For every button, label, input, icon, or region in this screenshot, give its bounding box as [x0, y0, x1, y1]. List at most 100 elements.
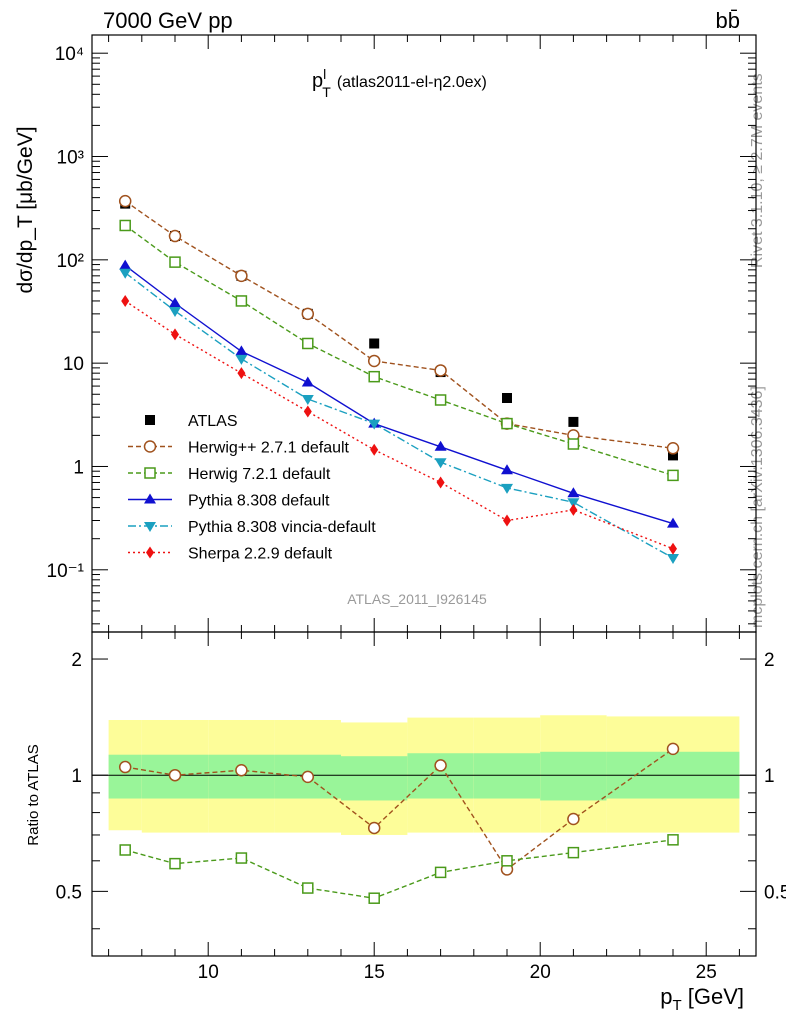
- ratio-point: [169, 857, 181, 870]
- data-point: [235, 354, 248, 365]
- data-point: [369, 338, 380, 349]
- ratio-y-tick-label: 0.5: [56, 882, 82, 903]
- data-point: [567, 438, 580, 450]
- data-point: [501, 417, 513, 430]
- main-y-axis-label: dσ/dp_T [μb/GeV]: [14, 126, 37, 293]
- title-subscript: T: [322, 84, 331, 100]
- ratio-point: [434, 866, 447, 879]
- ratio-y-tick-label-right: 2: [764, 650, 775, 671]
- ratio-y-tick-label: 2: [71, 650, 82, 671]
- main-panel-series: [118, 194, 680, 565]
- ratio-y-tick-label: 1: [71, 766, 82, 787]
- data-point: [237, 367, 246, 380]
- legend-label: Pythia 8.308 vincia-default: [188, 519, 376, 536]
- x-tick-label: 10: [198, 962, 219, 983]
- series-line-3: [124, 265, 674, 525]
- data-point: [569, 503, 578, 516]
- data-point: [118, 194, 132, 208]
- y-tick-label: 10⁻¹: [47, 561, 85, 582]
- data-point: [119, 219, 131, 232]
- ratio-point: [501, 855, 513, 867]
- data-point: [168, 229, 182, 243]
- title-superscript: l: [323, 66, 326, 82]
- legend-entry: Herwig 7.2.1 default: [128, 466, 331, 483]
- data-point: [436, 476, 445, 489]
- ratio-y-tick-label-right: 0.5: [764, 882, 786, 903]
- data-point: [667, 469, 679, 482]
- data-point: [567, 498, 580, 509]
- ratio-y-axis-label: Ratio to ATLAS: [25, 744, 42, 845]
- data-point: [434, 364, 447, 377]
- legend-label: ATLAS: [188, 413, 238, 430]
- data-point: [169, 306, 181, 317]
- ratio-point: [368, 892, 380, 904]
- data-point: [301, 376, 314, 387]
- data-point: [568, 416, 579, 427]
- ratio-y-tick-label-right: 1: [764, 766, 775, 787]
- data-point: [235, 269, 248, 283]
- data-point: [121, 294, 130, 307]
- data-point: [669, 542, 677, 555]
- ratio-point: [235, 763, 248, 777]
- x-tick-label: 20: [530, 962, 551, 983]
- ratio-panel-series: [118, 742, 680, 904]
- data-point: [235, 345, 248, 356]
- ratio-point: [667, 834, 679, 846]
- legend-entry: Sherpa 2.2.9 default: [128, 546, 333, 563]
- ratio-frame: [91, 631, 757, 957]
- analysis-tag: ATLAS_2011_I926145: [347, 591, 487, 607]
- x-axis-label: pT [GeV]: [660, 984, 744, 1014]
- inner-band-4: [341, 756, 408, 801]
- title-p: p: [312, 70, 323, 92]
- data-point: [301, 394, 314, 405]
- main-frame: [91, 34, 757, 633]
- data-point: [302, 337, 314, 350]
- data-point: [301, 307, 315, 321]
- ratio-point: [168, 768, 182, 782]
- y-tick-label: 10²: [57, 251, 84, 272]
- ratio-point: [567, 846, 580, 859]
- data-point: [370, 443, 379, 456]
- ratio-point: [118, 760, 132, 774]
- beam-label: 7000 GeV pp: [103, 8, 233, 33]
- ratio-point: [434, 759, 447, 772]
- rivet-version-label: Rivet 3.1.10, ≥ 2.7M events: [749, 73, 766, 268]
- legend-marker: [144, 467, 156, 479]
- inner-band-7: [540, 751, 607, 801]
- data-point: [119, 259, 132, 270]
- legend-entry: Pythia 8.308 vincia-default: [128, 519, 376, 536]
- x-tick-label: 15: [364, 962, 385, 983]
- series-line-1: [124, 200, 674, 449]
- data-point: [666, 442, 680, 455]
- ratio-point: [235, 852, 248, 864]
- title-rest: (atlas2011-el-η2.0ex): [337, 74, 487, 91]
- data-point: [303, 405, 312, 418]
- data-point: [368, 419, 381, 430]
- mcplots-site-label: mcplots.cern.ch [arXiv:1306.3436]: [749, 386, 766, 628]
- legend-entry: ATLAS: [145, 413, 238, 430]
- data-point: [367, 354, 381, 368]
- data-point: [169, 256, 181, 268]
- data-point: [434, 458, 447, 469]
- ratio-point: [119, 844, 131, 856]
- y-tick-label: 10³: [57, 148, 84, 169]
- y-tick-label: 1: [73, 457, 84, 478]
- ratio-point: [301, 770, 315, 784]
- data-point: [169, 297, 181, 308]
- data-point: [667, 554, 679, 565]
- x-tick-label: 25: [696, 962, 717, 983]
- data-point: [171, 328, 179, 341]
- ratio-uncertainty-bands: [92, 715, 756, 835]
- legend-label: Herwig++ 2.7.1 default: [188, 440, 350, 457]
- legend-marker: [144, 522, 156, 532]
- data-point: [119, 268, 132, 279]
- process-label: bb̄: [716, 8, 740, 33]
- ratio-panel-axes: 10 15 20 25 0.5 0.5 1 1 2 2: [56, 631, 786, 983]
- y-tick-label: 10: [63, 354, 84, 375]
- ratio-point: [367, 821, 381, 835]
- legend-label: Sherpa 2.2.9 default: [188, 546, 333, 563]
- data-point: [667, 517, 679, 528]
- inner-band-6: [473, 753, 541, 799]
- legend-label: Pythia 8.308 default: [188, 493, 330, 510]
